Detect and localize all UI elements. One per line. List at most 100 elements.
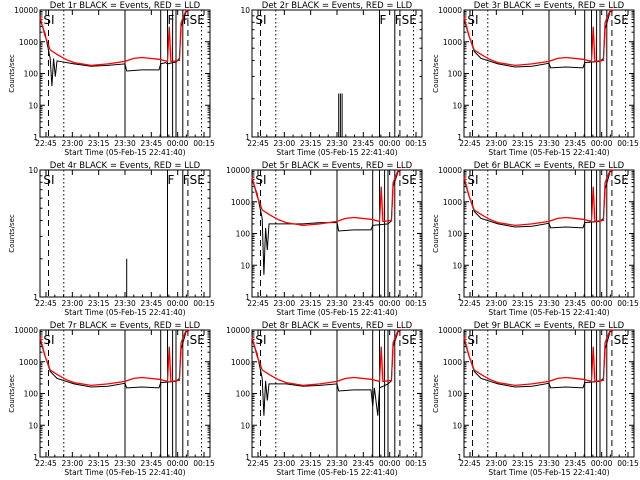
x-tick-label: 23:30 [538, 459, 560, 468]
y-tick-label: 1000 [443, 198, 462, 207]
y-tick-label: 1000 [19, 38, 38, 47]
y-tick-label: 100 [236, 390, 251, 399]
x-tick-label: 23:30 [538, 139, 560, 148]
y-tick-label: 10000 [438, 166, 462, 175]
x-tick-label: 23:45 [353, 459, 375, 468]
x-tick-label: 00:15 [193, 459, 215, 468]
y-axis-label: Counts/sec [432, 214, 440, 253]
flag-marker: SI [467, 13, 478, 27]
x-axis-label: Start Time (05-Feb-15 22:41:40) [488, 148, 609, 157]
panel-det-4: Det 4r BLACK = Events, RED = LLD 1 10 22:45… [8, 161, 215, 317]
x-tick-label: 23:30 [326, 459, 348, 468]
y-tick-label: 10000 [14, 326, 38, 335]
y-tick-label: 1 [457, 133, 462, 142]
y-tick-label: 1000 [443, 358, 462, 367]
y-tick-label: 1 [245, 293, 250, 302]
y-tick-label: 1 [33, 293, 38, 302]
panel-title: Det 7r BLACK = Events, RED = LLD [50, 321, 201, 331]
flag-marker: F [168, 13, 175, 27]
flag-marker: SE [614, 333, 629, 347]
y-tick-label: 10000 [14, 6, 38, 15]
flag-marker: SE [190, 173, 205, 187]
panel-title: Det 5r BLACK = Events, RED = LLD [262, 161, 413, 171]
flag-marker: SE [402, 13, 417, 27]
x-tick-label: 22:45 [459, 139, 481, 148]
x-tick-label: 23:00 [62, 299, 84, 308]
x-tick-label: 23:15 [88, 299, 110, 308]
flag-marker: SI [43, 13, 54, 27]
flag-marker: SI [467, 333, 478, 347]
flag-marker: F [183, 13, 190, 27]
x-tick-label: 00:00 [591, 299, 613, 308]
x-tick-label: 22:45 [35, 299, 57, 308]
axes-frame [39, 169, 211, 298]
y-tick-label: 10 [240, 6, 250, 15]
x-tick-label: 23:45 [141, 459, 163, 468]
panel-title: Det 8r BLACK = Events, RED = LLD [262, 321, 413, 331]
y-tick-label: 10 [452, 101, 462, 110]
y-tick-label: 10000 [438, 326, 462, 335]
flag-marker: SE [402, 333, 417, 347]
panel-det-9: Det 9r BLACK = Events, RED = LLD 1 10 100 10… [432, 321, 639, 477]
series-lld-line [251, 169, 402, 227]
y-axis-label: Counts/sec [8, 374, 16, 413]
x-tick-label: 23:15 [512, 299, 534, 308]
panel-title: Det 4r BLACK = Events, RED = LLD [50, 161, 201, 171]
x-tick-label: 23:00 [274, 139, 296, 148]
x-tick-label: 23:30 [114, 299, 136, 308]
x-tick-label: 22:45 [247, 459, 269, 468]
x-axis-label: Start Time (05-Feb-15 22:41:40) [488, 308, 609, 317]
x-tick-label: 23:15 [300, 139, 322, 148]
x-tick-label: 23:15 [88, 139, 110, 148]
flag-marker: SI [255, 13, 266, 27]
x-tick-label: 22:45 [35, 459, 57, 468]
x-tick-label: 22:45 [459, 299, 481, 308]
x-tick-label: 00:15 [193, 139, 215, 148]
y-tick-label: 1000 [231, 358, 250, 367]
panel-det-7: Det 7r BLACK = Events, RED = LLD 1 10 100 10… [8, 321, 215, 477]
y-axis-label: Counts/sec [8, 214, 16, 253]
flag-marker: SI [255, 333, 266, 347]
flag-marker: SE [614, 173, 629, 187]
x-tick-label: 23:45 [141, 299, 163, 308]
y-tick-label: 10 [28, 166, 38, 175]
y-tick-label: 1 [33, 453, 38, 462]
series-lld-line [251, 329, 402, 387]
x-tick-label: 00:15 [405, 459, 427, 468]
y-tick-label: 1 [33, 133, 38, 142]
flag-marker: F [380, 13, 387, 27]
series-lld-line [39, 9, 190, 67]
y-tick-label: 1 [457, 293, 462, 302]
y-axis-label: Counts/sec [8, 54, 16, 93]
x-tick-label: 23:00 [274, 459, 296, 468]
x-tick-label: 23:00 [486, 139, 508, 148]
x-tick-label: 23:45 [565, 459, 587, 468]
x-axis-label: Start Time (05-Feb-15 22:41:40) [488, 468, 609, 477]
flag-marker: SI [255, 173, 266, 187]
axes-frame [251, 9, 423, 138]
y-tick-label: 1 [245, 133, 250, 142]
y-tick-label: 10 [240, 421, 250, 430]
y-axis-label: Counts/sec [432, 54, 440, 93]
x-tick-label: 23:30 [114, 139, 136, 148]
x-tick-label: 00:00 [167, 459, 189, 468]
flag-marker: SI [43, 333, 54, 347]
x-tick-label: 23:00 [486, 299, 508, 308]
y-tick-label: 100 [448, 230, 463, 239]
flag-marker: F [183, 173, 190, 187]
panel-title: Det 3r BLACK = Events, RED = LLD [474, 1, 625, 11]
series-events-line [251, 329, 402, 416]
x-tick-label: 23:45 [565, 139, 587, 148]
y-tick-label: 1000 [19, 358, 38, 367]
x-tick-label: 23:45 [353, 299, 375, 308]
y-tick-label: 10000 [438, 6, 462, 15]
panel-det-8: Det 8r BLACK = Events, RED = LLD 1 10 100 10… [226, 321, 427, 477]
panel-det-1: Det 1r BLACK = Events, RED = LLD 1 10 100 10… [8, 1, 215, 157]
x-tick-label: 22:45 [459, 459, 481, 468]
y-tick-label: 10000 [226, 166, 250, 175]
x-tick-label: 00:00 [167, 299, 189, 308]
x-tick-label: 23:00 [62, 459, 84, 468]
x-tick-label: 23:00 [274, 299, 296, 308]
x-axis-label: Start Time (05-Feb-15 22:41:40) [276, 148, 397, 157]
x-tick-label: 23:15 [512, 139, 534, 148]
